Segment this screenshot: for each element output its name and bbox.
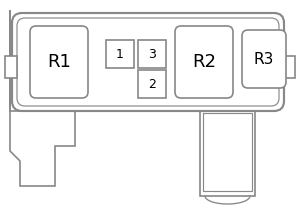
Text: R3: R3: [254, 52, 274, 67]
Text: 1: 1: [116, 48, 124, 61]
Polygon shape: [200, 111, 255, 196]
FancyBboxPatch shape: [30, 26, 88, 98]
Bar: [138, 40, 166, 68]
FancyBboxPatch shape: [12, 13, 284, 111]
Text: R2: R2: [192, 53, 216, 71]
Text: 3: 3: [148, 48, 156, 61]
Bar: [138, 70, 166, 98]
Text: R1: R1: [47, 53, 71, 71]
Text: 2: 2: [148, 77, 156, 90]
Bar: [5, 56, 17, 78]
Bar: [106, 40, 134, 68]
FancyBboxPatch shape: [242, 30, 286, 88]
FancyBboxPatch shape: [17, 18, 279, 106]
FancyBboxPatch shape: [175, 26, 233, 98]
Bar: [283, 56, 295, 78]
Polygon shape: [10, 11, 75, 186]
